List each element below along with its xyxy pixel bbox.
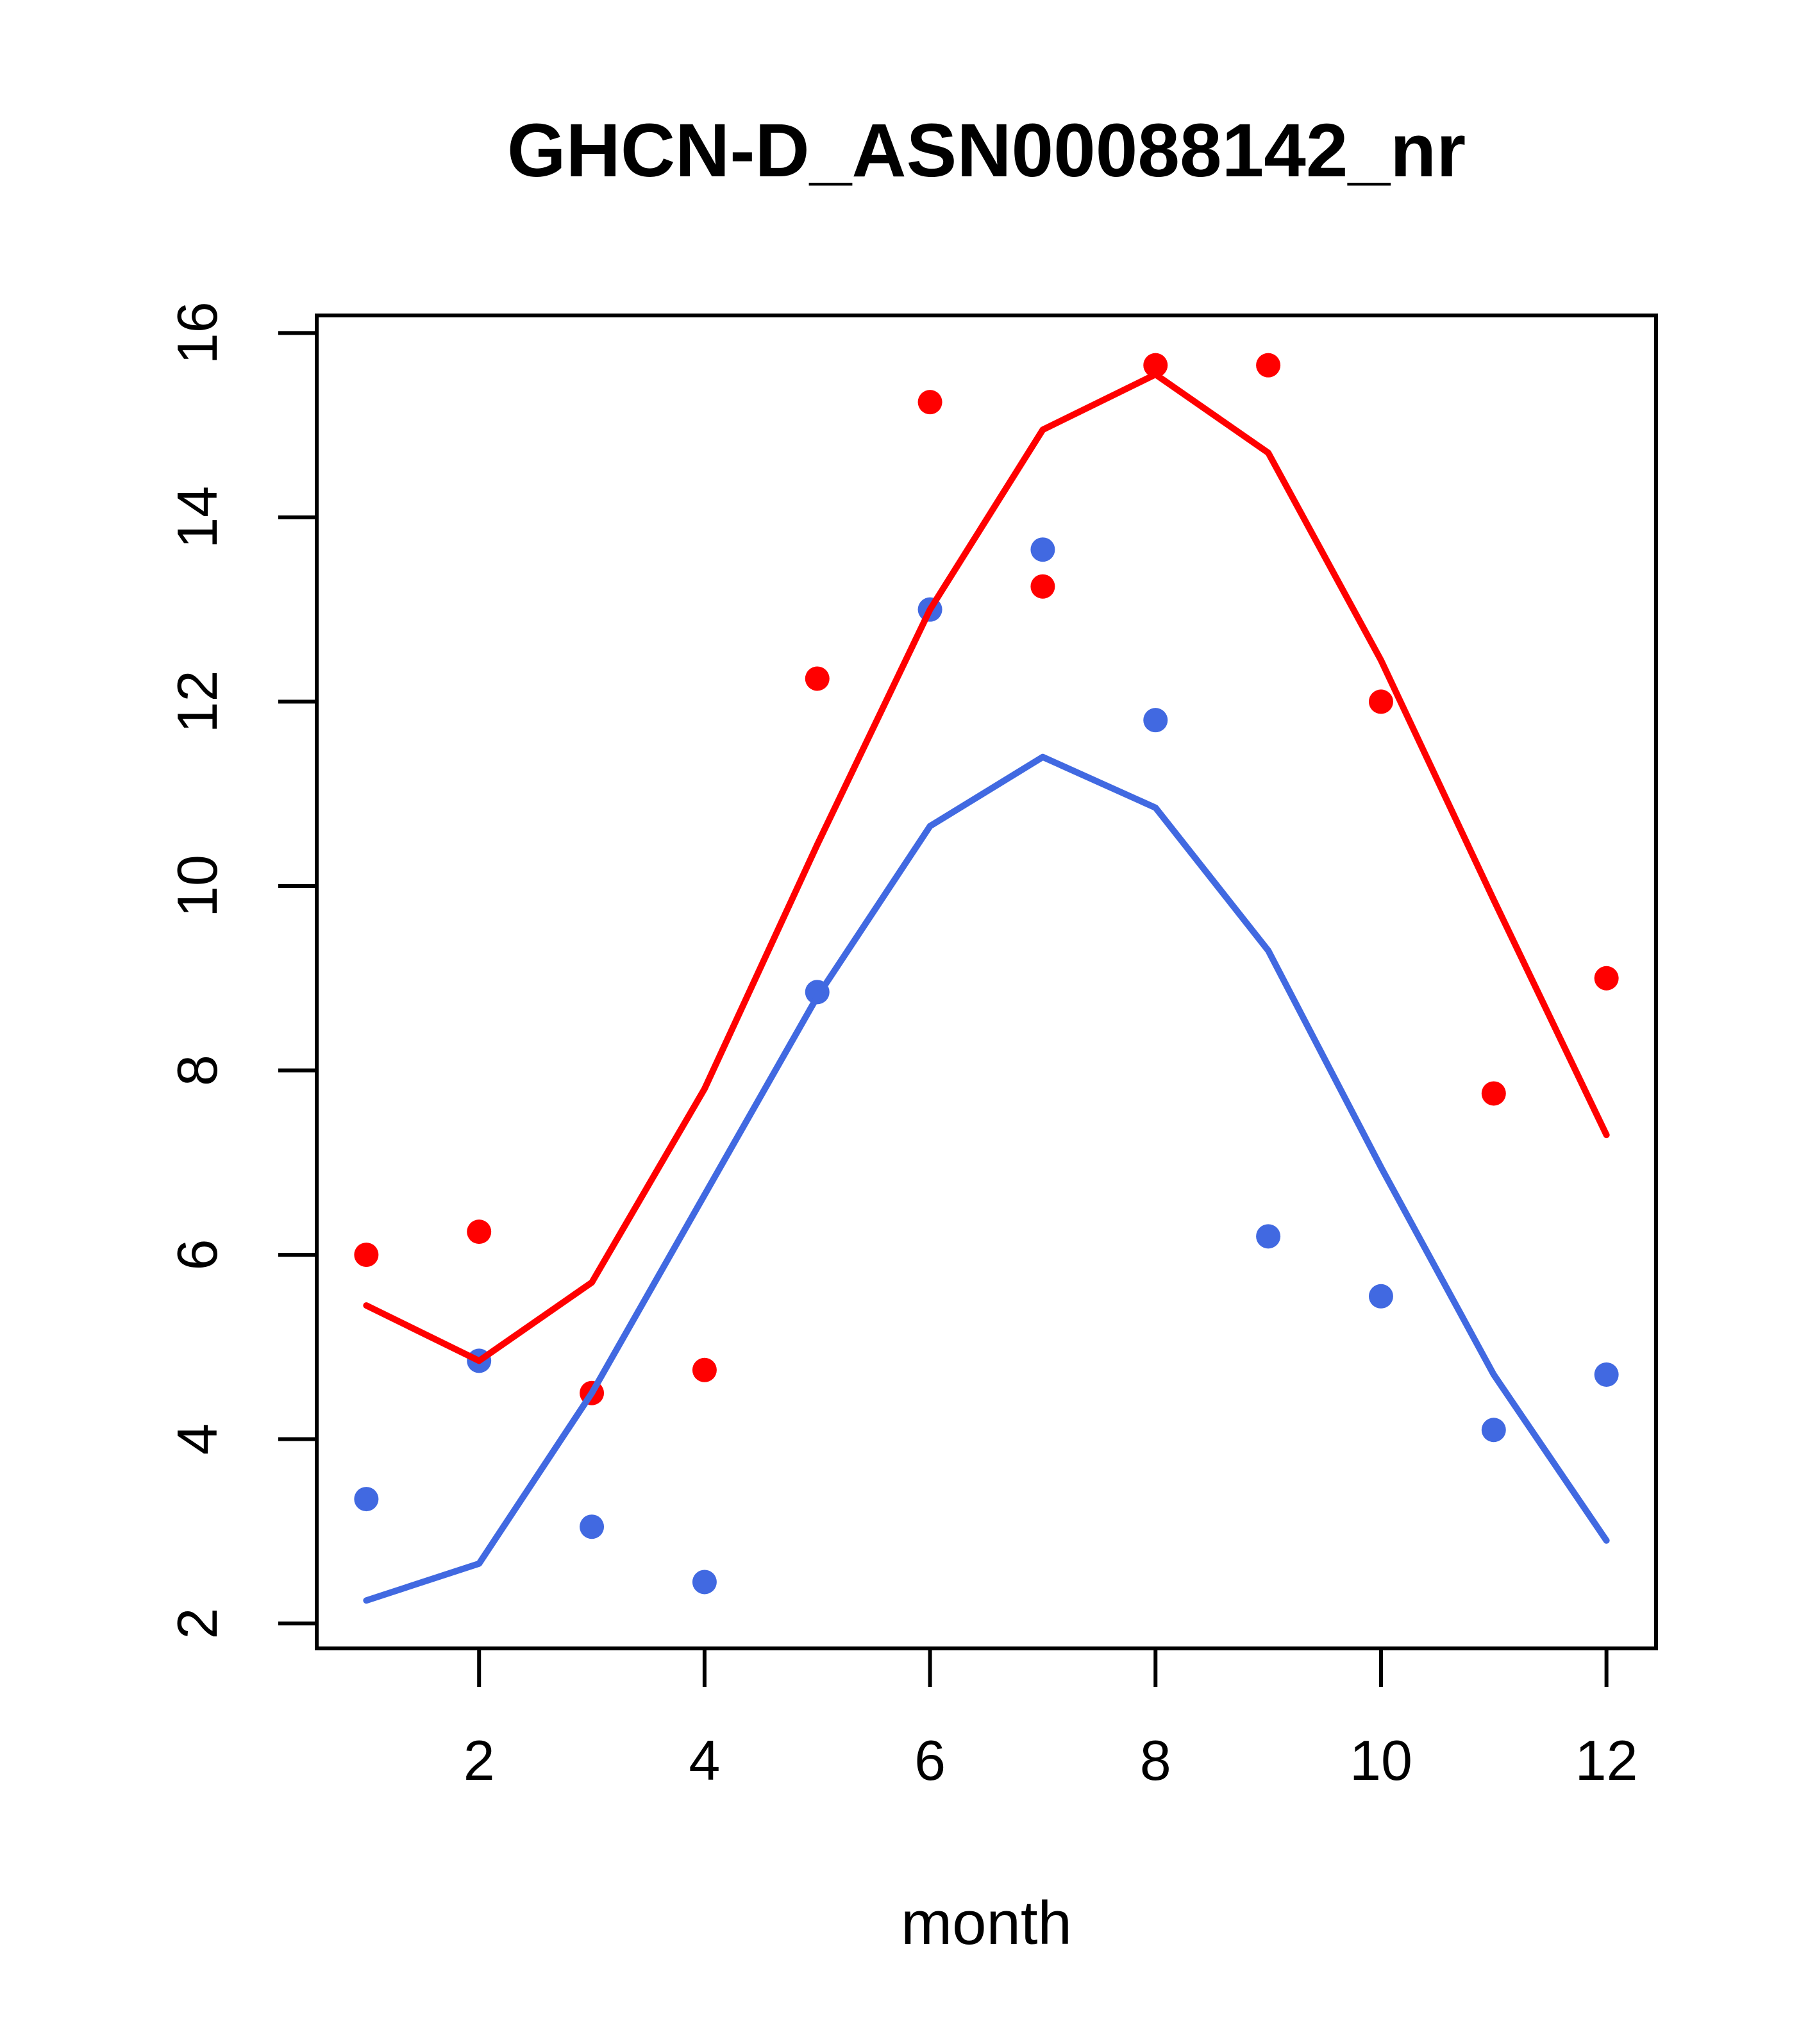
x-axis-title: month — [901, 1889, 1072, 1957]
red-point — [1594, 966, 1619, 991]
blue-point — [692, 1570, 717, 1595]
y-tick-label: 14 — [165, 486, 229, 549]
plot-box — [315, 314, 1658, 1650]
blue-point — [1143, 708, 1168, 733]
y-tick-label: 12 — [165, 670, 229, 733]
x-tick-label: 2 — [464, 1729, 495, 1792]
y-tick-label: 10 — [165, 855, 229, 917]
red-point — [1030, 574, 1055, 599]
blue-point — [1481, 1418, 1506, 1443]
red-point — [467, 1219, 492, 1244]
red-point — [1143, 353, 1168, 378]
chart-title: GHCN-D_ASN00088142_nr — [507, 108, 1466, 193]
blue-point — [1030, 537, 1055, 562]
red-point — [354, 1243, 379, 1268]
red-point — [1481, 1081, 1506, 1106]
blue-point — [1368, 1284, 1393, 1309]
x-tick-label: 6 — [914, 1729, 946, 1792]
x-tick-label: 12 — [1575, 1729, 1638, 1792]
y-tick-label: 2 — [165, 1608, 229, 1639]
red-smooth-line — [363, 371, 1610, 1364]
blue-point — [1594, 1362, 1619, 1387]
y-tick-label: 4 — [165, 1423, 229, 1455]
x-tick-label: 8 — [1140, 1729, 1171, 1792]
red-point — [805, 666, 830, 691]
x-tick-label: 10 — [1350, 1729, 1412, 1792]
blue-point — [1256, 1224, 1281, 1249]
red-point — [1368, 689, 1393, 714]
blue-smooth-line — [363, 753, 1610, 1604]
y-tick-label: 8 — [165, 1055, 229, 1086]
red-point — [1256, 353, 1281, 378]
blue-point — [354, 1487, 379, 1512]
y-tick-label: 6 — [165, 1239, 229, 1271]
blue-point — [580, 1514, 605, 1539]
x-tick-label: 4 — [689, 1729, 720, 1792]
red-point — [917, 390, 942, 415]
red-point — [692, 1357, 717, 1382]
y-tick-label: 16 — [165, 301, 229, 364]
